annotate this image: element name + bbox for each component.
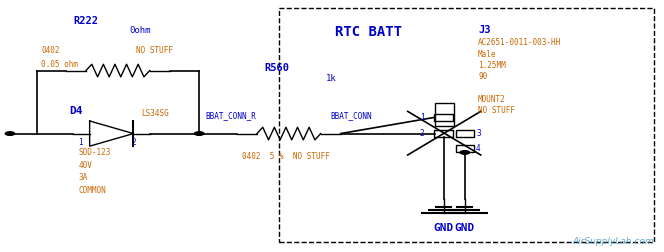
Text: BBAT_CONN_R: BBAT_CONN_R: [206, 111, 257, 120]
Bar: [434, 130, 453, 137]
Text: RTC BATT: RTC BATT: [335, 25, 402, 39]
Text: 0ohm: 0ohm: [129, 26, 151, 35]
Bar: [456, 130, 474, 137]
Text: GND: GND: [434, 223, 454, 233]
Text: SOD-123: SOD-123: [78, 148, 111, 157]
Text: Male: Male: [478, 50, 497, 59]
Text: 3: 3: [476, 129, 481, 138]
Text: 0402: 0402: [41, 46, 60, 55]
Text: R560: R560: [264, 62, 290, 73]
Circle shape: [5, 132, 15, 135]
Text: 2: 2: [131, 138, 136, 147]
Text: 0.05 ohm: 0.05 ohm: [41, 60, 78, 69]
Text: AC2651-0011-003-HH: AC2651-0011-003-HH: [478, 38, 561, 47]
Text: LS34SG: LS34SG: [141, 109, 169, 118]
Text: J3: J3: [478, 25, 491, 35]
Text: 1.25MM: 1.25MM: [478, 61, 506, 70]
Text: MOUNT2: MOUNT2: [478, 95, 506, 104]
Circle shape: [460, 151, 469, 154]
Text: R222: R222: [73, 16, 98, 26]
Text: 3A: 3A: [78, 173, 88, 182]
Text: BBAT_CONN: BBAT_CONN: [331, 111, 373, 120]
Text: GND: GND: [455, 223, 475, 233]
Circle shape: [195, 132, 204, 135]
Text: 1: 1: [420, 113, 424, 122]
Text: COMMON: COMMON: [78, 186, 106, 195]
Text: AirSupplyLab.com: AirSupplyLab.com: [572, 237, 654, 246]
Bar: [434, 114, 453, 121]
Text: 1: 1: [78, 138, 83, 147]
Text: 1k: 1k: [325, 74, 336, 83]
Text: 2: 2: [420, 129, 424, 138]
Text: 0402  5 %  NO STUFF: 0402 5 % NO STUFF: [242, 152, 330, 161]
Text: D4: D4: [70, 106, 83, 116]
Text: 4: 4: [476, 144, 481, 153]
Bar: [435, 103, 454, 126]
Bar: [279, 8, 654, 242]
Bar: [456, 145, 474, 152]
Text: 90: 90: [478, 72, 487, 81]
Text: NO STUFF: NO STUFF: [478, 106, 515, 115]
Text: 40V: 40V: [78, 161, 92, 170]
Text: NO STUFF: NO STUFF: [136, 46, 173, 55]
